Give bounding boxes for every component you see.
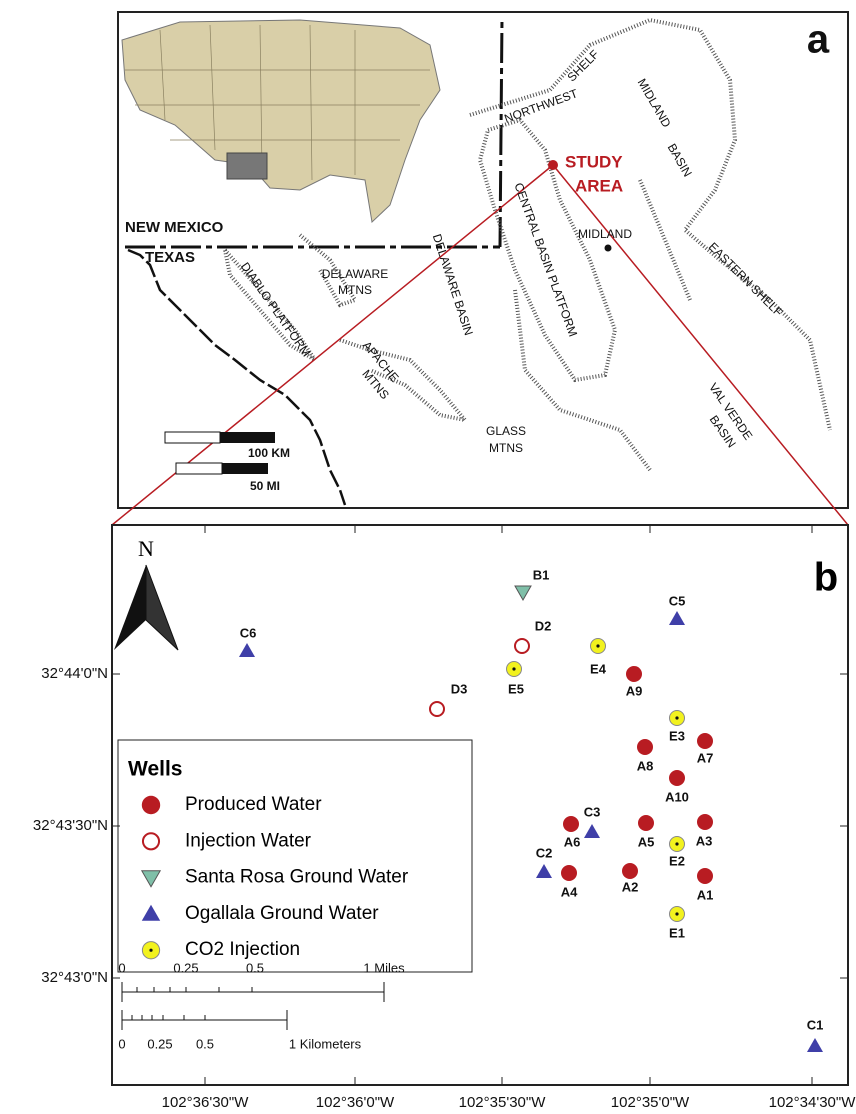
lon-label: 102°35'30"W — [459, 1094, 547, 1111]
well-label: C3 — [584, 804, 601, 819]
co2-dot — [149, 949, 152, 952]
produced-well — [561, 865, 577, 881]
well-label: A7 — [697, 750, 714, 765]
produced-well — [669, 770, 685, 786]
map-label: DELAWARE — [322, 267, 388, 281]
well-label: C2 — [536, 845, 553, 860]
well-label: E4 — [590, 661, 607, 676]
lon-label: 102°35'0"W — [611, 1094, 690, 1111]
map-label: MTNS — [338, 283, 372, 297]
legend-label: CO2 Injection — [185, 939, 300, 960]
well-label: A6 — [564, 834, 581, 849]
well-label: E2 — [669, 853, 685, 868]
lon-label: 102°34'30"W — [769, 1094, 856, 1111]
well-label: A4 — [561, 884, 578, 899]
well-label: E1 — [669, 925, 685, 940]
well-label: E5 — [508, 681, 524, 696]
lat-label: 32°43'0"N — [41, 969, 108, 986]
well-label: A9 — [626, 683, 643, 698]
produced-well — [626, 666, 642, 682]
co2-dot — [675, 716, 678, 719]
well-label: B1 — [533, 567, 550, 582]
produced-well — [563, 816, 579, 832]
produced-well — [697, 868, 713, 884]
map-label: STUDY — [565, 152, 623, 171]
well-label: C5 — [669, 593, 686, 608]
map-label: MIDLAND — [578, 227, 632, 241]
scale-label: 0.5 — [246, 960, 264, 975]
scale-label: 1 Miles — [363, 960, 405, 975]
co2-dot — [596, 644, 599, 647]
map-label: NEW MEXICO — [125, 219, 224, 236]
map-label: GLASS — [486, 424, 526, 438]
well-label: A10 — [665, 789, 689, 804]
scale-label: 1 Kilometers — [289, 1036, 362, 1051]
well-label: A8 — [637, 758, 654, 773]
well-label: A1 — [697, 887, 714, 902]
produced-well — [697, 733, 713, 749]
produced-well — [622, 863, 638, 879]
scale-label: 0 — [118, 1036, 125, 1051]
legend-label: Santa Rosa Ground Water — [185, 867, 409, 888]
scale-label: 0.25 — [173, 960, 198, 975]
panel-a: a NORTHWEST SHELF MIDLAND BASIN STUDY AR… — [112, 12, 848, 525]
legend-label: Injection Water — [185, 830, 312, 851]
panel-b: b N Wells Produced Water Injection Water S… — [33, 525, 856, 1111]
panel-letter: b — [814, 556, 838, 600]
well-label: A2 — [622, 879, 639, 894]
map-label: MTNS — [489, 441, 523, 455]
well-label: C1 — [807, 1017, 824, 1032]
produced-well — [142, 796, 160, 814]
well-label: D2 — [535, 618, 552, 633]
north-label: N — [138, 536, 154, 561]
lat-label: 32°43'30"N — [33, 817, 108, 834]
city-marker — [605, 245, 612, 252]
well-label: C6 — [240, 625, 257, 640]
study-region-box — [227, 153, 267, 179]
map-label: AREA — [575, 176, 623, 195]
legend-label: Produced Water — [185, 794, 322, 815]
injection-well — [430, 702, 444, 716]
produced-well — [638, 815, 654, 831]
injection-well — [143, 833, 159, 849]
co2-dot — [675, 912, 678, 915]
scale-label: 0.25 — [147, 1036, 172, 1051]
injection-well — [515, 639, 529, 653]
well-label: A5 — [638, 834, 655, 849]
co2-dot — [675, 842, 678, 845]
well-label: D3 — [451, 681, 468, 696]
lat-label: 32°44'0"N — [41, 665, 108, 682]
well-label: E3 — [669, 728, 685, 743]
well-label: A3 — [696, 833, 713, 848]
scale-label: 50 MI — [250, 479, 280, 493]
lon-label: 102°36'0"W — [316, 1094, 395, 1111]
legend-label: Ogallala Ground Water — [185, 903, 379, 924]
co2-dot — [512, 667, 515, 670]
figure: a NORTHWEST SHELF MIDLAND BASIN STUDY AR… — [0, 0, 856, 1114]
scale-label: 0 — [118, 960, 125, 975]
legend-title: Wells — [128, 758, 182, 781]
scale-label: 100 KM — [248, 446, 290, 460]
map-label: TEXAS — [145, 249, 195, 266]
produced-well — [637, 739, 653, 755]
produced-well — [697, 814, 713, 830]
panel-letter: a — [807, 18, 830, 62]
scale-label: 0.5 — [196, 1036, 214, 1051]
lon-label: 102°36'30"W — [162, 1094, 250, 1111]
